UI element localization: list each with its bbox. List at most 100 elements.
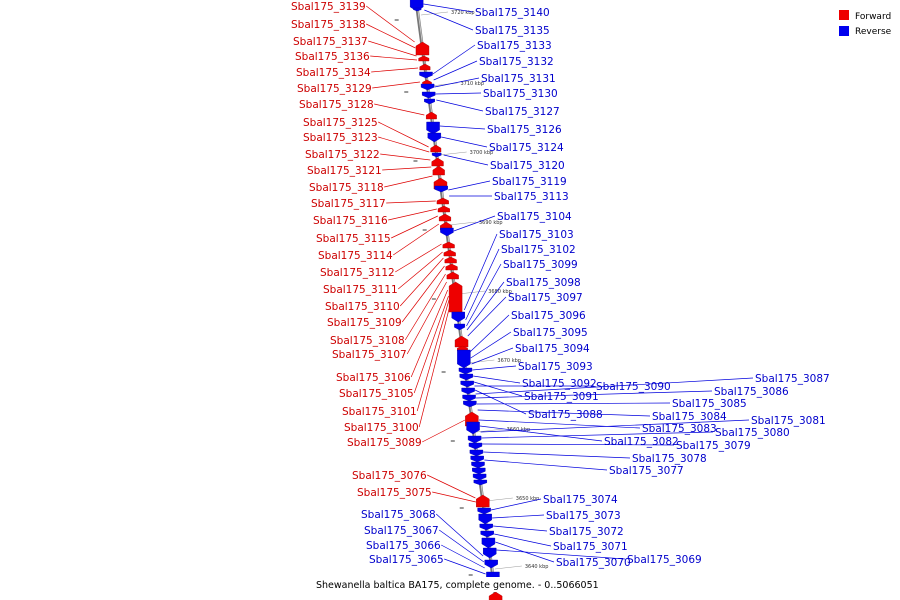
reverse-gene-label[interactable]: Sbal175_3119 — [492, 176, 567, 188]
forward-gene-arrow[interactable] — [443, 249, 456, 257]
reverse-gene-label[interactable]: Sbal175_3091 — [524, 391, 599, 403]
forward-gene-arrow[interactable] — [430, 144, 442, 153]
reverse-gene-arrow[interactable] — [420, 83, 435, 91]
reverse-gene-label[interactable]: Sbal175_3066 — [366, 540, 441, 552]
reverse-gene-arrow[interactable] — [421, 91, 436, 99]
reverse-gene-label[interactable]: Sbal175_3098 — [506, 277, 581, 289]
forward-gene-arrow[interactable] — [446, 271, 459, 280]
reverse-gene-label[interactable]: Sbal175_3082 — [604, 436, 679, 448]
forward-gene-label[interactable]: Sbal175_3089 — [347, 437, 422, 449]
forward-gene-label[interactable]: Sbal175_3107 — [332, 349, 407, 361]
reverse-gene-arrow[interactable] — [471, 461, 485, 469]
forward-gene-label[interactable]: Sbal175_3076 — [352, 470, 427, 482]
forward-gene-arrow[interactable] — [432, 165, 445, 176]
reverse-gene-label[interactable]: Sbal175_3095 — [513, 327, 588, 339]
forward-gene-arrow[interactable] — [438, 213, 452, 222]
reverse-gene-label[interactable]: Sbal175_3103 — [499, 229, 574, 241]
reverse-gene-arrow[interactable] — [460, 380, 474, 388]
reverse-gene-label[interactable]: Sbal175_3085 — [672, 398, 747, 410]
reverse-gene-label[interactable]: Sbal175_3086 — [714, 386, 789, 398]
reverse-gene-label[interactable]: Sbal175_3113 — [494, 191, 569, 203]
reverse-gene-arrow[interactable] — [440, 227, 454, 237]
reverse-gene-label[interactable]: Sbal175_3127 — [485, 106, 560, 118]
reverse-gene-label[interactable]: Sbal175_3133 — [477, 40, 552, 52]
reverse-gene-arrow[interactable] — [424, 98, 435, 105]
reverse-gene-arrow[interactable] — [459, 373, 473, 381]
reverse-gene-label[interactable]: Sbal175_3068 — [361, 509, 436, 521]
forward-gene-arrow[interactable] — [476, 494, 490, 508]
reverse-gene-label[interactable]: Sbal175_3081 — [751, 415, 826, 427]
forward-gene-label[interactable]: Sbal175_3123 — [303, 132, 378, 144]
forward-gene-label[interactable]: Sbal175_3117 — [311, 198, 386, 210]
forward-gene-label[interactable]: Sbal175_3138 — [291, 19, 366, 31]
forward-gene-arrow[interactable] — [454, 335, 469, 348]
reverse-gene-label[interactable]: Sbal175_3074 — [543, 494, 618, 506]
reverse-gene-label[interactable]: Sbal175_3102 — [501, 244, 576, 256]
reverse-gene-label[interactable]: Sbal175_3087 — [755, 373, 830, 385]
reverse-gene-label[interactable]: Sbal175_3130 — [483, 88, 558, 100]
reverse-gene-label[interactable]: Sbal175_3093 — [518, 361, 593, 373]
forward-gene-label[interactable]: Sbal175_3108 — [330, 335, 405, 347]
reverse-gene-arrow[interactable] — [477, 507, 491, 515]
forward-gene-label[interactable]: Sbal175_3101 — [342, 406, 417, 418]
reverse-gene-label[interactable]: Sbal175_3084 — [652, 411, 727, 423]
forward-gene-label[interactable]: Sbal175_3128 — [299, 99, 374, 111]
reverse-gene-arrow[interactable] — [419, 71, 433, 79]
reverse-gene-label[interactable]: Sbal175_3132 — [479, 56, 554, 68]
reverse-gene-label[interactable]: Sbal175_3088 — [528, 409, 603, 421]
reverse-gene-arrow[interactable] — [472, 473, 487, 481]
reverse-gene-label[interactable]: Sbal175_3096 — [511, 310, 586, 322]
reverse-gene-label[interactable]: Sbal175_3072 — [549, 526, 624, 538]
forward-gene-arrow[interactable] — [444, 256, 457, 264]
reverse-gene-label[interactable]: Sbal175_3069 — [627, 554, 702, 566]
reverse-gene-arrow[interactable] — [462, 394, 476, 402]
reverse-gene-label[interactable]: Sbal175_3071 — [553, 541, 628, 553]
reverse-gene-label[interactable]: Sbal175_3067 — [364, 525, 439, 537]
forward-gene-label[interactable]: Sbal175_3129 — [297, 83, 372, 95]
reverse-gene-label[interactable]: Sbal175_3078 — [632, 453, 707, 465]
reverse-gene-arrow[interactable] — [468, 442, 483, 450]
reverse-gene-label[interactable]: Sbal175_3073 — [546, 510, 621, 522]
reverse-gene-arrow[interactable] — [469, 449, 484, 457]
forward-gene-label[interactable]: Sbal175_3136 — [295, 51, 370, 63]
reverse-gene-label[interactable]: Sbal175_3126 — [487, 124, 562, 136]
reverse-gene-arrow[interactable] — [457, 349, 471, 369]
forward-gene-label[interactable]: Sbal175_3122 — [305, 149, 380, 161]
reverse-gene-arrow[interactable] — [472, 467, 486, 475]
reverse-gene-arrow[interactable] — [473, 479, 488, 486]
reverse-gene-arrow[interactable] — [451, 311, 465, 323]
reverse-gene-arrow[interactable] — [426, 121, 440, 135]
forward-gene-arrow[interactable] — [442, 241, 455, 249]
forward-gene-arrow[interactable] — [436, 197, 449, 205]
reverse-gene-label[interactable]: Sbal175_3065 — [369, 554, 444, 566]
reverse-gene-label[interactable]: Sbal175_3099 — [503, 259, 578, 271]
reverse-gene-label[interactable]: Sbal175_3070 — [556, 557, 631, 569]
forward-gene-arrow[interactable] — [431, 157, 444, 167]
forward-gene-label[interactable]: Sbal175_3116 — [313, 215, 388, 227]
reverse-gene-arrow[interactable] — [434, 185, 448, 193]
reverse-gene-arrow[interactable] — [483, 547, 497, 559]
reverse-gene-label[interactable]: Sbal175_3092 — [522, 378, 597, 390]
reverse-gene-arrow[interactable] — [427, 132, 442, 143]
forward-gene-arrow[interactable] — [415, 41, 430, 56]
forward-gene-label[interactable]: Sbal175_3100 — [344, 422, 419, 434]
reverse-gene-arrow[interactable] — [478, 513, 492, 525]
reverse-gene-label[interactable]: Sbal175_3124 — [489, 142, 564, 154]
forward-gene-arrow[interactable] — [437, 205, 450, 213]
forward-gene-label[interactable]: Sbal175_3121 — [307, 165, 382, 177]
forward-gene-label[interactable]: Sbal175_3075 — [357, 487, 432, 499]
reverse-gene-arrow[interactable] — [431, 152, 442, 158]
reverse-gene-label[interactable]: Sbal175_3097 — [508, 292, 583, 304]
reverse-gene-arrow[interactable] — [454, 323, 465, 331]
forward-gene-label[interactable]: Sbal175_3109 — [327, 317, 402, 329]
forward-gene-label[interactable]: Sbal175_3118 — [309, 182, 384, 194]
reverse-gene-arrow[interactable] — [463, 400, 477, 408]
reverse-gene-label[interactable]: Sbal175_3090 — [596, 381, 671, 393]
reverse-gene-label[interactable]: Sbal175_3131 — [481, 73, 556, 85]
reverse-gene-arrow[interactable] — [470, 455, 484, 463]
forward-gene-label[interactable]: Sbal175_3110 — [325, 301, 400, 313]
reverse-gene-label[interactable]: Sbal175_3135 — [475, 25, 550, 37]
forward-gene-arrow[interactable] — [448, 281, 463, 313]
reverse-gene-label[interactable]: Sbal175_3120 — [490, 160, 565, 172]
forward-gene-label[interactable]: Sbal175_3125 — [303, 117, 378, 129]
